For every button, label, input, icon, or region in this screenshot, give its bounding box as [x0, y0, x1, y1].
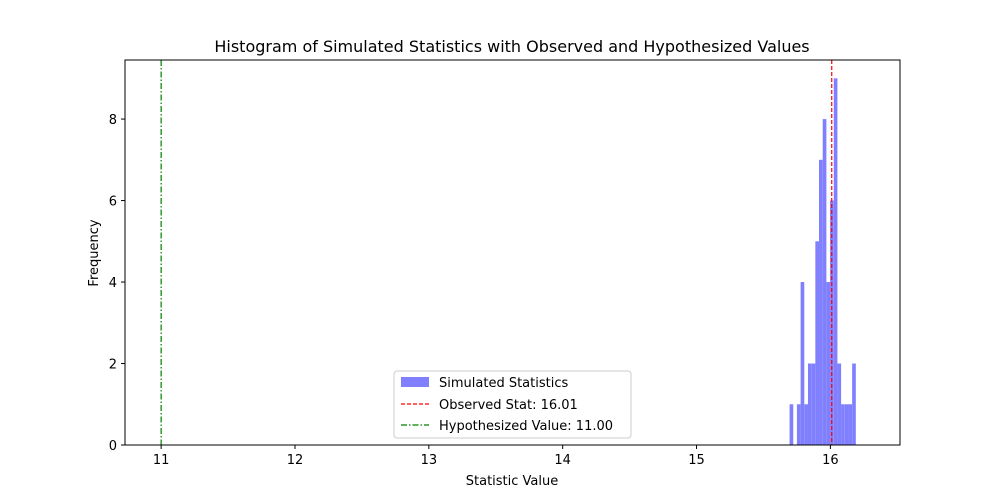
plot-frame [124, 59, 901, 446]
histogram-bar [789, 404, 794, 445]
y-tick-label: 8 [109, 113, 117, 128]
histogram-bar [852, 363, 856, 445]
histogram-bar [811, 363, 816, 445]
histogram-bar [800, 282, 805, 445]
legend-box [393, 370, 632, 439]
x-axis-ticks: 11 12 13 14 15 16 [153, 445, 839, 468]
y-tick-label: 6 [109, 195, 117, 210]
histogram-bar [826, 282, 831, 445]
x-tick-label: 12 [287, 453, 304, 468]
y-tick-label: 0 [109, 439, 117, 454]
legend-label-histogram: Simulated Statistics [439, 376, 568, 391]
histogram-bar [848, 404, 853, 445]
legend-swatch-histogram [401, 377, 429, 387]
x-tick-label: 15 [688, 453, 705, 468]
chart-title: Histogram of Simulated Statistics with O… [214, 37, 809, 56]
reference-lines [160, 60, 833, 445]
histogram-bars [789, 78, 856, 446]
histogram-bar [819, 159, 823, 445]
histogram-bar [833, 78, 838, 445]
histogram-bar [796, 404, 801, 445]
y-axis-label: Frequency [87, 219, 102, 286]
histogram-bar [804, 404, 808, 445]
histogram-bar [841, 404, 845, 445]
histogram-bar [807, 363, 812, 445]
x-tick-label: 13 [421, 453, 438, 468]
y-tick-label: 4 [109, 276, 117, 291]
histogram-bar [815, 241, 820, 445]
y-tick-label: 2 [109, 358, 117, 373]
legend: Simulated Statistics Observed Stat: 16.0… [393, 370, 632, 439]
legend-label-hypothesized: Hypothesized Value: 11.00 [439, 419, 613, 434]
x-tick-label: 11 [153, 453, 170, 468]
histogram-bar [844, 404, 849, 445]
histogram-bar [822, 119, 827, 446]
x-tick-label: 16 [822, 453, 839, 468]
x-tick-label: 14 [554, 453, 571, 468]
x-axis-label: Statistic Value [466, 474, 559, 489]
legend-label-observed: Observed Stat: 16.01 [439, 398, 578, 413]
histogram-bar [830, 200, 834, 445]
y-axis-ticks: 0 2 4 6 8 [109, 113, 125, 454]
histogram-bar [837, 363, 842, 445]
